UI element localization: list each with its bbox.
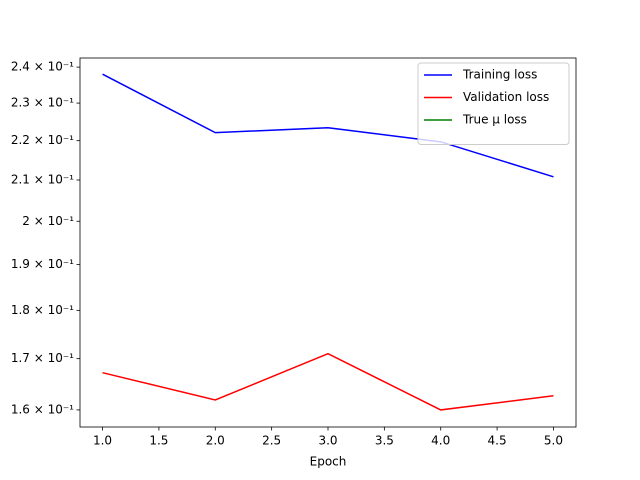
- line-series: [102, 352, 554, 411]
- x-tick-label: 5.0: [544, 434, 563, 448]
- plot-frame: [79, 57, 577, 428]
- legend-label: Validation loss: [463, 90, 549, 104]
- legend-box: [417, 62, 570, 145]
- y-tick-label: 2.2 × 10⁻¹: [11, 133, 74, 147]
- y-tick-label: 1.7 × 10⁻¹: [11, 351, 74, 365]
- y-tick-label: 2.4 × 10⁻¹: [11, 60, 74, 74]
- legend-label: True μ loss: [462, 113, 527, 127]
- y-tick-label: 1.8 × 10⁻¹: [11, 303, 74, 317]
- x-tick-label: 3.5: [375, 434, 394, 448]
- y-tick-label: 2.3 × 10⁻¹: [11, 96, 74, 110]
- x-tick-label: 2.5: [262, 434, 281, 448]
- x-axis-label: Epoch: [310, 455, 347, 469]
- x-tick-label: 4.5: [488, 434, 507, 448]
- y-tick-label: 2.1 × 10⁻¹: [11, 173, 74, 187]
- x-tick-label: 1.5: [149, 434, 168, 448]
- x-tick-label: 1.0: [93, 434, 112, 448]
- y-tick-label: 1.6 × 10⁻¹: [11, 402, 74, 416]
- legend-label: Training loss: [462, 68, 537, 82]
- x-tick-label: 3.0: [318, 434, 337, 448]
- line-series: [102, 73, 554, 178]
- y-tick-label: 1.9 × 10⁻¹: [11, 257, 74, 271]
- x-tick-label: 2.0: [206, 434, 225, 448]
- y-tick-label: 2 × 10⁻¹: [22, 214, 74, 228]
- x-tick-label: 4.0: [431, 434, 450, 448]
